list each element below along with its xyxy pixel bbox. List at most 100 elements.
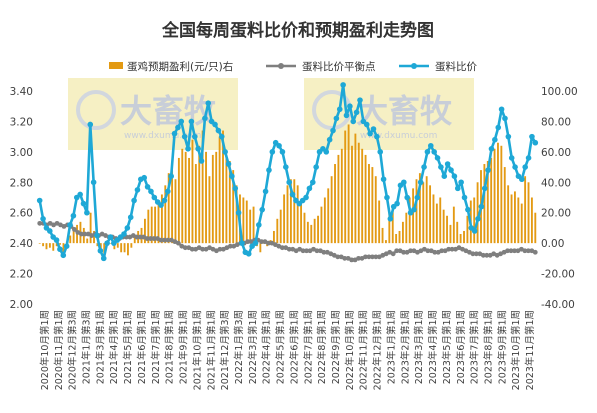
left-axis-tick: 2.40	[10, 238, 33, 250]
ratio-point	[471, 228, 478, 234]
ratio-point	[401, 179, 407, 186]
right-axis-tick: 60.00	[541, 147, 571, 159]
ratio-point	[306, 185, 313, 192]
breakeven-point	[446, 246, 452, 252]
x-axis-tick: 2021年12月第3周	[219, 310, 231, 390]
profit-bar	[415, 179, 418, 244]
ratio-point	[259, 206, 266, 213]
x-axis-tick: 2021年1月第3周	[81, 310, 93, 384]
breakeven-point	[71, 227, 77, 232]
ratio-point	[279, 149, 286, 155]
ratio-point	[141, 174, 148, 181]
profit-bar	[191, 139, 194, 244]
breakeven-point	[144, 236, 150, 241]
profit-bar	[425, 176, 428, 244]
right-axis-tick: 100.00	[541, 86, 578, 98]
profit-bar	[534, 212, 537, 244]
ratio-point	[134, 187, 141, 193]
breakeven-point	[408, 248, 413, 254]
x-axis-tick: 2023年1月第1周	[385, 310, 397, 384]
ratio-point	[87, 121, 94, 128]
breakeven-point	[82, 231, 88, 237]
ratio-point	[502, 115, 508, 122]
profit-bar	[272, 230, 275, 244]
x-axis-tick: 2022年7月第1周	[302, 310, 314, 384]
ratio-point	[444, 161, 451, 167]
ratio-point	[225, 161, 232, 167]
profit-bar	[150, 206, 153, 244]
ratio-point	[465, 206, 471, 213]
ratio-point	[434, 155, 441, 161]
breakeven-point	[137, 234, 143, 240]
ratio-point	[148, 188, 154, 195]
ratio-point	[414, 194, 421, 201]
profit-bar	[368, 164, 370, 244]
breakeven-point	[349, 257, 355, 263]
breakeven-point	[370, 254, 375, 260]
ratio-point	[185, 146, 191, 152]
breakeven-point	[522, 248, 528, 254]
ratio-point	[151, 194, 158, 201]
ratio-point	[127, 214, 134, 221]
ratio-point	[191, 133, 198, 140]
ratio-point	[458, 179, 464, 186]
watermark-text: 大畜牧	[120, 92, 217, 130]
ratio-point	[343, 112, 350, 119]
ratio-point	[205, 100, 212, 106]
profit-bar	[293, 179, 296, 244]
ratio-point	[411, 206, 417, 213]
breakeven-point	[394, 248, 400, 254]
ratio-point	[57, 246, 63, 253]
ratio-point	[374, 133, 380, 140]
profit-bar	[310, 224, 313, 244]
ratio-point	[100, 255, 107, 262]
profit-bar	[96, 243, 99, 247]
profit-bar	[435, 203, 438, 244]
x-axis-tick: 2021年7月第1周	[150, 310, 162, 384]
x-axis-tick: 2020年10月第1周	[39, 310, 51, 390]
ratio-point	[427, 142, 434, 149]
breakeven-point	[165, 237, 171, 243]
ratio-point	[424, 149, 431, 155]
ratio-point	[326, 136, 333, 143]
ratio-point	[195, 146, 201, 152]
profit-bar	[171, 170, 174, 244]
breakeven-point	[300, 248, 306, 254]
legend-marker-ratio	[411, 63, 417, 69]
breakeven-point	[227, 243, 233, 249]
ratio-point	[475, 216, 481, 222]
profit-bar	[245, 200, 248, 244]
profit-bar	[55, 243, 58, 247]
breakeven-point	[151, 236, 157, 241]
ratio-point	[70, 212, 77, 219]
profit-bar	[147, 209, 150, 244]
breakeven-point	[279, 245, 285, 251]
legend-label-breakeven: 蛋料比价平衡点	[302, 60, 376, 73]
ratio-point	[158, 202, 164, 208]
legend-label-ratio: 蛋料比价	[435, 60, 477, 73]
breakeven-point	[525, 248, 531, 254]
profit-bar	[520, 203, 523, 244]
breakeven-point	[508, 248, 514, 254]
breakeven-point	[335, 254, 341, 260]
profit-bar	[259, 243, 262, 253]
ratio-point	[94, 232, 100, 239]
ratio-point	[441, 173, 448, 179]
profit-bar	[337, 154, 340, 244]
watermark-text: 大畜牧	[356, 92, 453, 130]
left-axis-tick: 3.20	[10, 116, 33, 128]
profit-bar	[144, 218, 146, 244]
ratio-point	[512, 164, 518, 170]
profit-bar	[327, 188, 330, 244]
ratio-point	[387, 216, 394, 222]
breakeven-point	[363, 254, 368, 260]
profit-bar	[439, 197, 442, 244]
profit-bar	[116, 243, 119, 248]
ratio-point	[286, 179, 292, 186]
ratio-point	[404, 194, 410, 201]
profit-bar	[127, 243, 129, 256]
profit-bar	[306, 221, 309, 244]
ratio-point	[336, 106, 343, 113]
profit-bar	[347, 124, 350, 244]
chart-title: 全国每周蛋料比价和预期盈利走势图	[161, 20, 434, 41]
